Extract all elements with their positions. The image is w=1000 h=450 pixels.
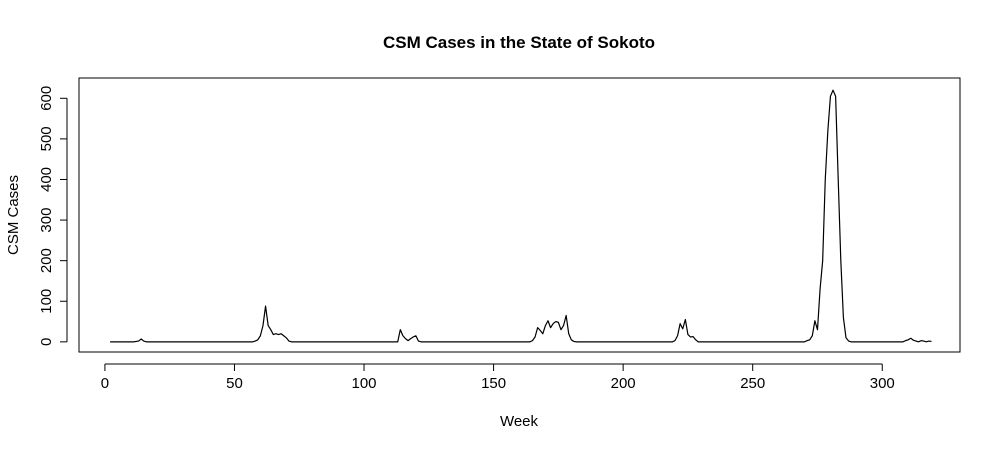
x-tick-label: 300 [870,375,895,392]
y-tick-label: 400 [38,167,55,192]
plot-frame [78,77,961,353]
x-tick-label: 250 [740,375,765,392]
x-tick-label: 100 [352,375,377,392]
x-tick-label: 200 [611,375,636,392]
y-tick-label: 300 [38,208,55,233]
y-tick-label: 500 [38,126,55,151]
y-tick-label: 200 [38,248,55,273]
x-axis-label: Week [500,413,539,430]
series-layer [110,89,932,343]
y-axis: 0 100 200 300 400 500 600 [38,86,68,346]
x-tick-label: 50 [226,375,243,392]
y-axis-label: CSM Cases [5,175,22,255]
chart-title: CSM Cases in the State of Sokoto [383,33,655,52]
series-line [110,89,932,343]
x-tick-label: 0 [101,375,109,392]
y-tick-label: 100 [38,289,55,314]
y-tick-label: 600 [38,86,55,111]
x-axis: 0 50 100 150 200 250 300 [101,363,895,392]
y-tick-label: 0 [38,338,55,346]
x-tick-label: 150 [481,375,506,392]
